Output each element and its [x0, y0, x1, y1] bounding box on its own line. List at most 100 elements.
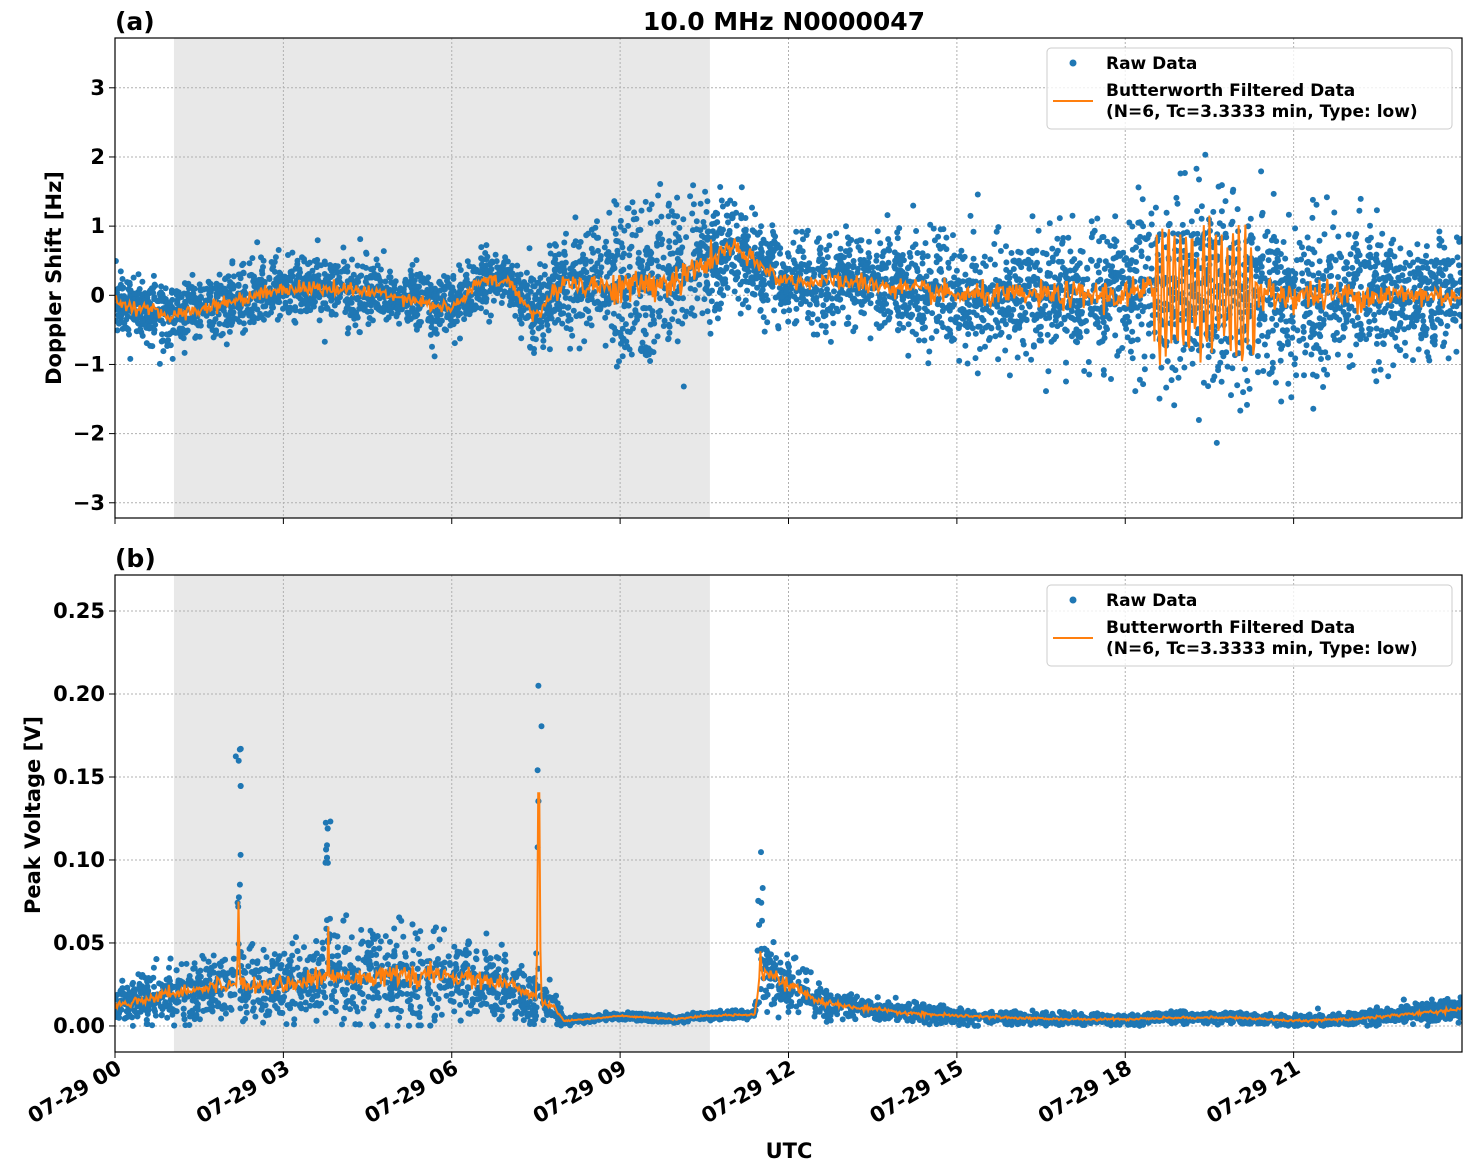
raw-point	[1099, 234, 1106, 241]
raw-point	[1117, 252, 1124, 259]
raw-point	[992, 317, 999, 324]
raw-point	[867, 335, 874, 342]
raw-point	[119, 285, 126, 292]
raw-point	[1424, 279, 1431, 286]
raw-point	[773, 260, 780, 267]
raw-point	[352, 322, 359, 329]
raw-point	[617, 223, 624, 230]
raw-point	[368, 266, 374, 273]
raw-point	[581, 274, 588, 281]
raw-point	[1375, 242, 1381, 249]
raw-point	[1353, 341, 1360, 348]
raw-point	[305, 274, 312, 281]
raw-point	[950, 283, 957, 290]
raw-point	[1366, 244, 1373, 251]
raw-point	[1037, 323, 1044, 330]
raw-point	[1095, 269, 1102, 276]
raw-point	[1390, 362, 1397, 369]
raw-point	[634, 313, 641, 320]
raw-point	[647, 255, 654, 262]
raw-point	[914, 268, 921, 275]
raw-point	[498, 273, 505, 280]
raw-point	[438, 317, 445, 324]
raw-point	[524, 314, 531, 321]
raw-point	[1357, 283, 1364, 290]
raw-point	[451, 340, 458, 347]
raw-point	[139, 332, 146, 339]
raw-point	[1376, 309, 1383, 315]
raw-point	[1377, 366, 1384, 373]
raw-point	[1217, 359, 1224, 366]
raw-point	[1411, 323, 1418, 330]
raw-point	[1405, 324, 1412, 331]
raw-point	[441, 292, 447, 299]
raw-point	[556, 268, 563, 274]
raw-point	[478, 255, 485, 262]
raw-point	[1281, 269, 1288, 276]
raw-point	[1135, 184, 1142, 191]
raw-point	[1020, 313, 1027, 320]
raw-point	[654, 242, 661, 249]
raw-point	[1431, 333, 1438, 340]
raw-point	[1356, 266, 1363, 273]
raw-point	[226, 328, 233, 335]
raw-point	[713, 281, 720, 288]
raw-point	[1129, 328, 1136, 335]
raw-point	[1017, 249, 1024, 256]
raw-point	[259, 267, 265, 274]
raw-point	[761, 328, 768, 335]
raw-point	[1193, 341, 1200, 348]
raw-point	[260, 303, 267, 310]
raw-point	[822, 312, 829, 319]
raw-point	[972, 355, 979, 362]
raw-point	[537, 261, 544, 268]
raw-point	[1107, 301, 1114, 308]
raw-point	[873, 321, 880, 328]
raw-point	[1340, 334, 1347, 341]
raw-point	[605, 249, 612, 255]
raw-point	[1213, 439, 1220, 446]
raw-point	[1436, 242, 1443, 249]
raw-point	[1442, 330, 1449, 337]
raw-point	[1273, 238, 1280, 245]
raw-point	[504, 258, 511, 265]
raw-point	[1181, 364, 1188, 371]
raw-point	[767, 245, 774, 252]
raw-point	[800, 236, 806, 243]
raw-point	[1345, 231, 1352, 238]
raw-point	[551, 308, 558, 314]
raw-point	[223, 341, 230, 348]
raw-point	[877, 294, 883, 301]
raw-point	[1330, 224, 1337, 231]
raw-point	[1386, 258, 1393, 265]
raw-point	[1163, 384, 1170, 391]
raw-point	[358, 272, 365, 279]
raw-point	[927, 221, 934, 228]
raw-point	[1122, 314, 1129, 321]
raw-point	[126, 279, 133, 286]
raw-point	[642, 312, 649, 319]
raw-point	[344, 305, 350, 311]
raw-point	[222, 276, 228, 283]
raw-point	[909, 244, 916, 251]
raw-point	[799, 291, 806, 298]
raw-point	[1218, 208, 1225, 215]
raw-point	[1145, 255, 1152, 262]
raw-point	[929, 310, 936, 317]
raw-point	[906, 278, 913, 285]
raw-point	[1264, 297, 1271, 304]
raw-point	[477, 290, 484, 297]
raw-point	[1363, 311, 1370, 318]
raw-point	[660, 323, 667, 329]
raw-point	[1006, 372, 1013, 379]
raw-point	[689, 210, 696, 217]
raw-point	[700, 219, 707, 225]
raw-point	[197, 293, 204, 300]
raw-point	[221, 285, 228, 292]
raw-point	[618, 240, 625, 247]
raw-point	[1303, 259, 1310, 266]
raw-point	[567, 326, 574, 333]
raw-point	[939, 302, 946, 309]
raw-point	[696, 281, 703, 288]
raw-point	[1108, 272, 1114, 279]
